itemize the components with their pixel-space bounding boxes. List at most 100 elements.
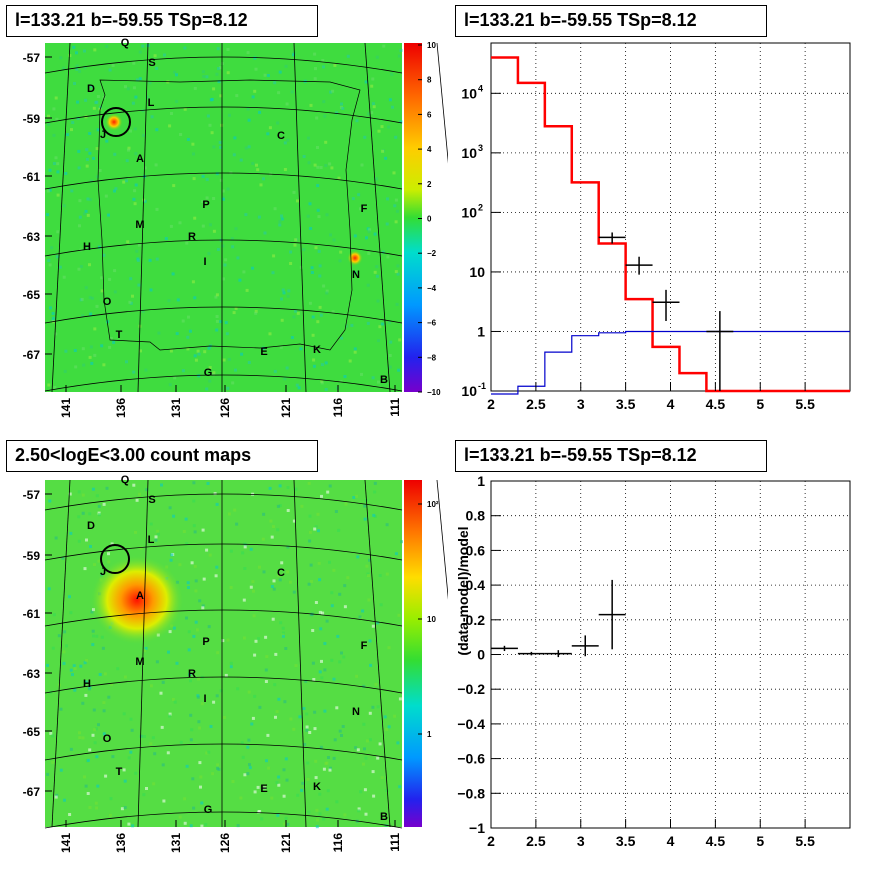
map-noise-pixel bbox=[235, 522, 239, 526]
source-label: T bbox=[116, 329, 123, 341]
map-noise-pixel bbox=[47, 587, 51, 591]
map-noise-pixel bbox=[78, 199, 82, 203]
map-noise-pixel bbox=[82, 363, 86, 367]
y-tick-label: -61 bbox=[23, 170, 41, 184]
map-noise-pixel bbox=[340, 336, 344, 340]
map-noise-pixel bbox=[100, 289, 104, 293]
map-noise-pixel bbox=[217, 767, 221, 771]
map-noise-pixel bbox=[318, 274, 322, 278]
map-noise-pixel bbox=[73, 349, 77, 352]
map-noise-pixel bbox=[256, 785, 260, 789]
map-noise-pixel bbox=[186, 138, 190, 141]
map-noise-pixel bbox=[369, 663, 373, 667]
map-noise-pixel bbox=[122, 180, 126, 184]
x-tick-label: 126 bbox=[218, 833, 232, 853]
map-noise-pixel bbox=[355, 494, 359, 498]
residual-plot bbox=[491, 579, 626, 658]
map-noise-pixel bbox=[332, 568, 336, 572]
x-tick-label: 3 bbox=[577, 833, 585, 849]
map-noise-pixel bbox=[340, 734, 343, 737]
map-noise-pixel bbox=[280, 561, 284, 565]
map-noise-pixel bbox=[136, 259, 140, 262]
map-noise-pixel bbox=[208, 223, 212, 227]
map-noise-pixel bbox=[84, 209, 88, 213]
map-noise-pixel bbox=[285, 366, 289, 370]
map-noise-pixel bbox=[316, 146, 319, 149]
map-noise-pixel bbox=[366, 283, 370, 287]
map-noise-pixel bbox=[332, 238, 336, 242]
map-noise-pixel bbox=[276, 121, 280, 125]
map-noise-pixel bbox=[79, 265, 83, 268]
map-noise-pixel bbox=[77, 539, 81, 543]
map-noise-pixel bbox=[234, 227, 238, 231]
map-noise-pixel bbox=[359, 207, 362, 211]
map-noise-pixel bbox=[343, 605, 347, 609]
map-noise-pixel bbox=[209, 725, 213, 728]
map-noise-pixel bbox=[201, 70, 205, 74]
map-noise-pixel bbox=[215, 319, 219, 323]
map-noise-pixel bbox=[218, 66, 222, 70]
map-noise-pixel bbox=[175, 73, 178, 77]
map-noise-pixel bbox=[306, 777, 310, 781]
map-noise-pixel bbox=[243, 545, 247, 549]
map-noise-pixel bbox=[338, 660, 342, 664]
map-noise-pixel bbox=[85, 157, 89, 161]
map-noise-pixel bbox=[341, 107, 345, 110]
map-noise-pixel bbox=[194, 589, 198, 593]
map-noise-pixel bbox=[84, 680, 88, 684]
map-noise-pixel bbox=[308, 539, 312, 543]
map-noise-pixel bbox=[280, 318, 284, 322]
y-tick-label: -63 bbox=[23, 667, 41, 681]
map-noise-pixel bbox=[216, 248, 220, 251]
spectrum-plot bbox=[491, 56, 850, 395]
map-noise-pixel bbox=[168, 712, 172, 716]
map-noise-pixel bbox=[93, 353, 97, 357]
map-noise-pixel bbox=[139, 734, 143, 738]
map-noise-pixel bbox=[315, 116, 319, 120]
source-label: J bbox=[100, 566, 106, 578]
map-noise-pixel bbox=[156, 532, 160, 536]
latitude-arc bbox=[44, 172, 403, 190]
map-noise-pixel bbox=[328, 162, 332, 166]
map-noise-pixel bbox=[51, 312, 55, 315]
y-tick-exponent: 3 bbox=[478, 143, 483, 153]
map-noise-pixel bbox=[141, 109, 145, 113]
map-noise-pixel bbox=[92, 708, 96, 712]
map-noise-pixel bbox=[268, 486, 272, 490]
map-noise-pixel bbox=[164, 237, 168, 241]
map-noise-pixel bbox=[47, 122, 51, 126]
map-noise-pixel bbox=[322, 65, 325, 69]
map-noise-pixel bbox=[52, 107, 56, 111]
map-noise-pixel bbox=[200, 801, 204, 805]
map-noise-pixel bbox=[216, 651, 220, 655]
map-noise-pixel bbox=[88, 806, 92, 809]
map-noise-pixel bbox=[244, 543, 248, 547]
map-noise-pixel bbox=[187, 630, 191, 634]
map-noise-pixel bbox=[201, 200, 205, 203]
map-noise-pixel bbox=[238, 278, 242, 282]
map-noise-pixel bbox=[129, 277, 133, 281]
map-noise-pixel bbox=[52, 613, 56, 617]
longitude-line bbox=[51, 42, 71, 393]
map-noise-pixel bbox=[316, 818, 319, 822]
map-noise-pixel bbox=[68, 54, 72, 58]
y-tick-label: 1 bbox=[477, 323, 485, 339]
map-noise-pixel bbox=[294, 487, 298, 491]
map-noise-pixel bbox=[249, 547, 253, 551]
map-noise-pixel bbox=[353, 234, 357, 238]
map-noise-pixel bbox=[151, 736, 155, 740]
map-noise-pixel bbox=[372, 105, 376, 109]
map-noise-pixel bbox=[68, 595, 71, 599]
map-noise-pixel bbox=[278, 504, 282, 508]
map-noise-pixel bbox=[72, 45, 76, 49]
map-noise-pixel bbox=[271, 271, 275, 275]
source-label: B bbox=[380, 811, 388, 823]
map-noise-pixel bbox=[243, 773, 247, 777]
map-noise-pixel bbox=[54, 96, 58, 100]
map-noise-pixel bbox=[254, 639, 258, 643]
map-noise-pixel bbox=[232, 153, 236, 157]
map-noise-pixel bbox=[324, 388, 328, 391]
map-noise-pixel bbox=[286, 486, 290, 489]
map-noise-pixel bbox=[363, 788, 367, 792]
source-label: K bbox=[313, 344, 321, 356]
